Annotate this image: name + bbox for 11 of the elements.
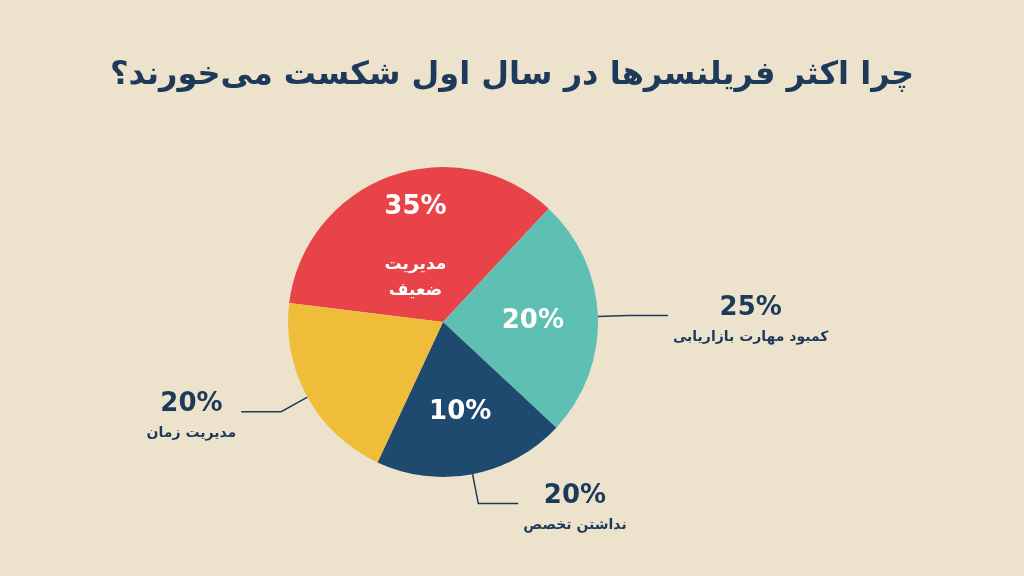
data-label: 25%	[719, 290, 782, 321]
data-label: 20%	[160, 386, 223, 417]
data-label: 35%	[384, 190, 447, 221]
slice-label: مدیریت ضعیف	[384, 253, 447, 300]
data-label: 20%	[543, 478, 607, 509]
chart-title: چرا اکثر فریلنسرها در سال اول شکست می‌خورند؟	[109, 54, 915, 92]
slice-label: کمبود مهارت بازاریابی	[672, 327, 830, 345]
slice-label: مدیریت زمان	[146, 423, 237, 441]
text: 20%	[501, 303, 564, 334]
text: 10%	[429, 395, 492, 426]
slice-label: نداشتن تخصص	[523, 515, 627, 533]
